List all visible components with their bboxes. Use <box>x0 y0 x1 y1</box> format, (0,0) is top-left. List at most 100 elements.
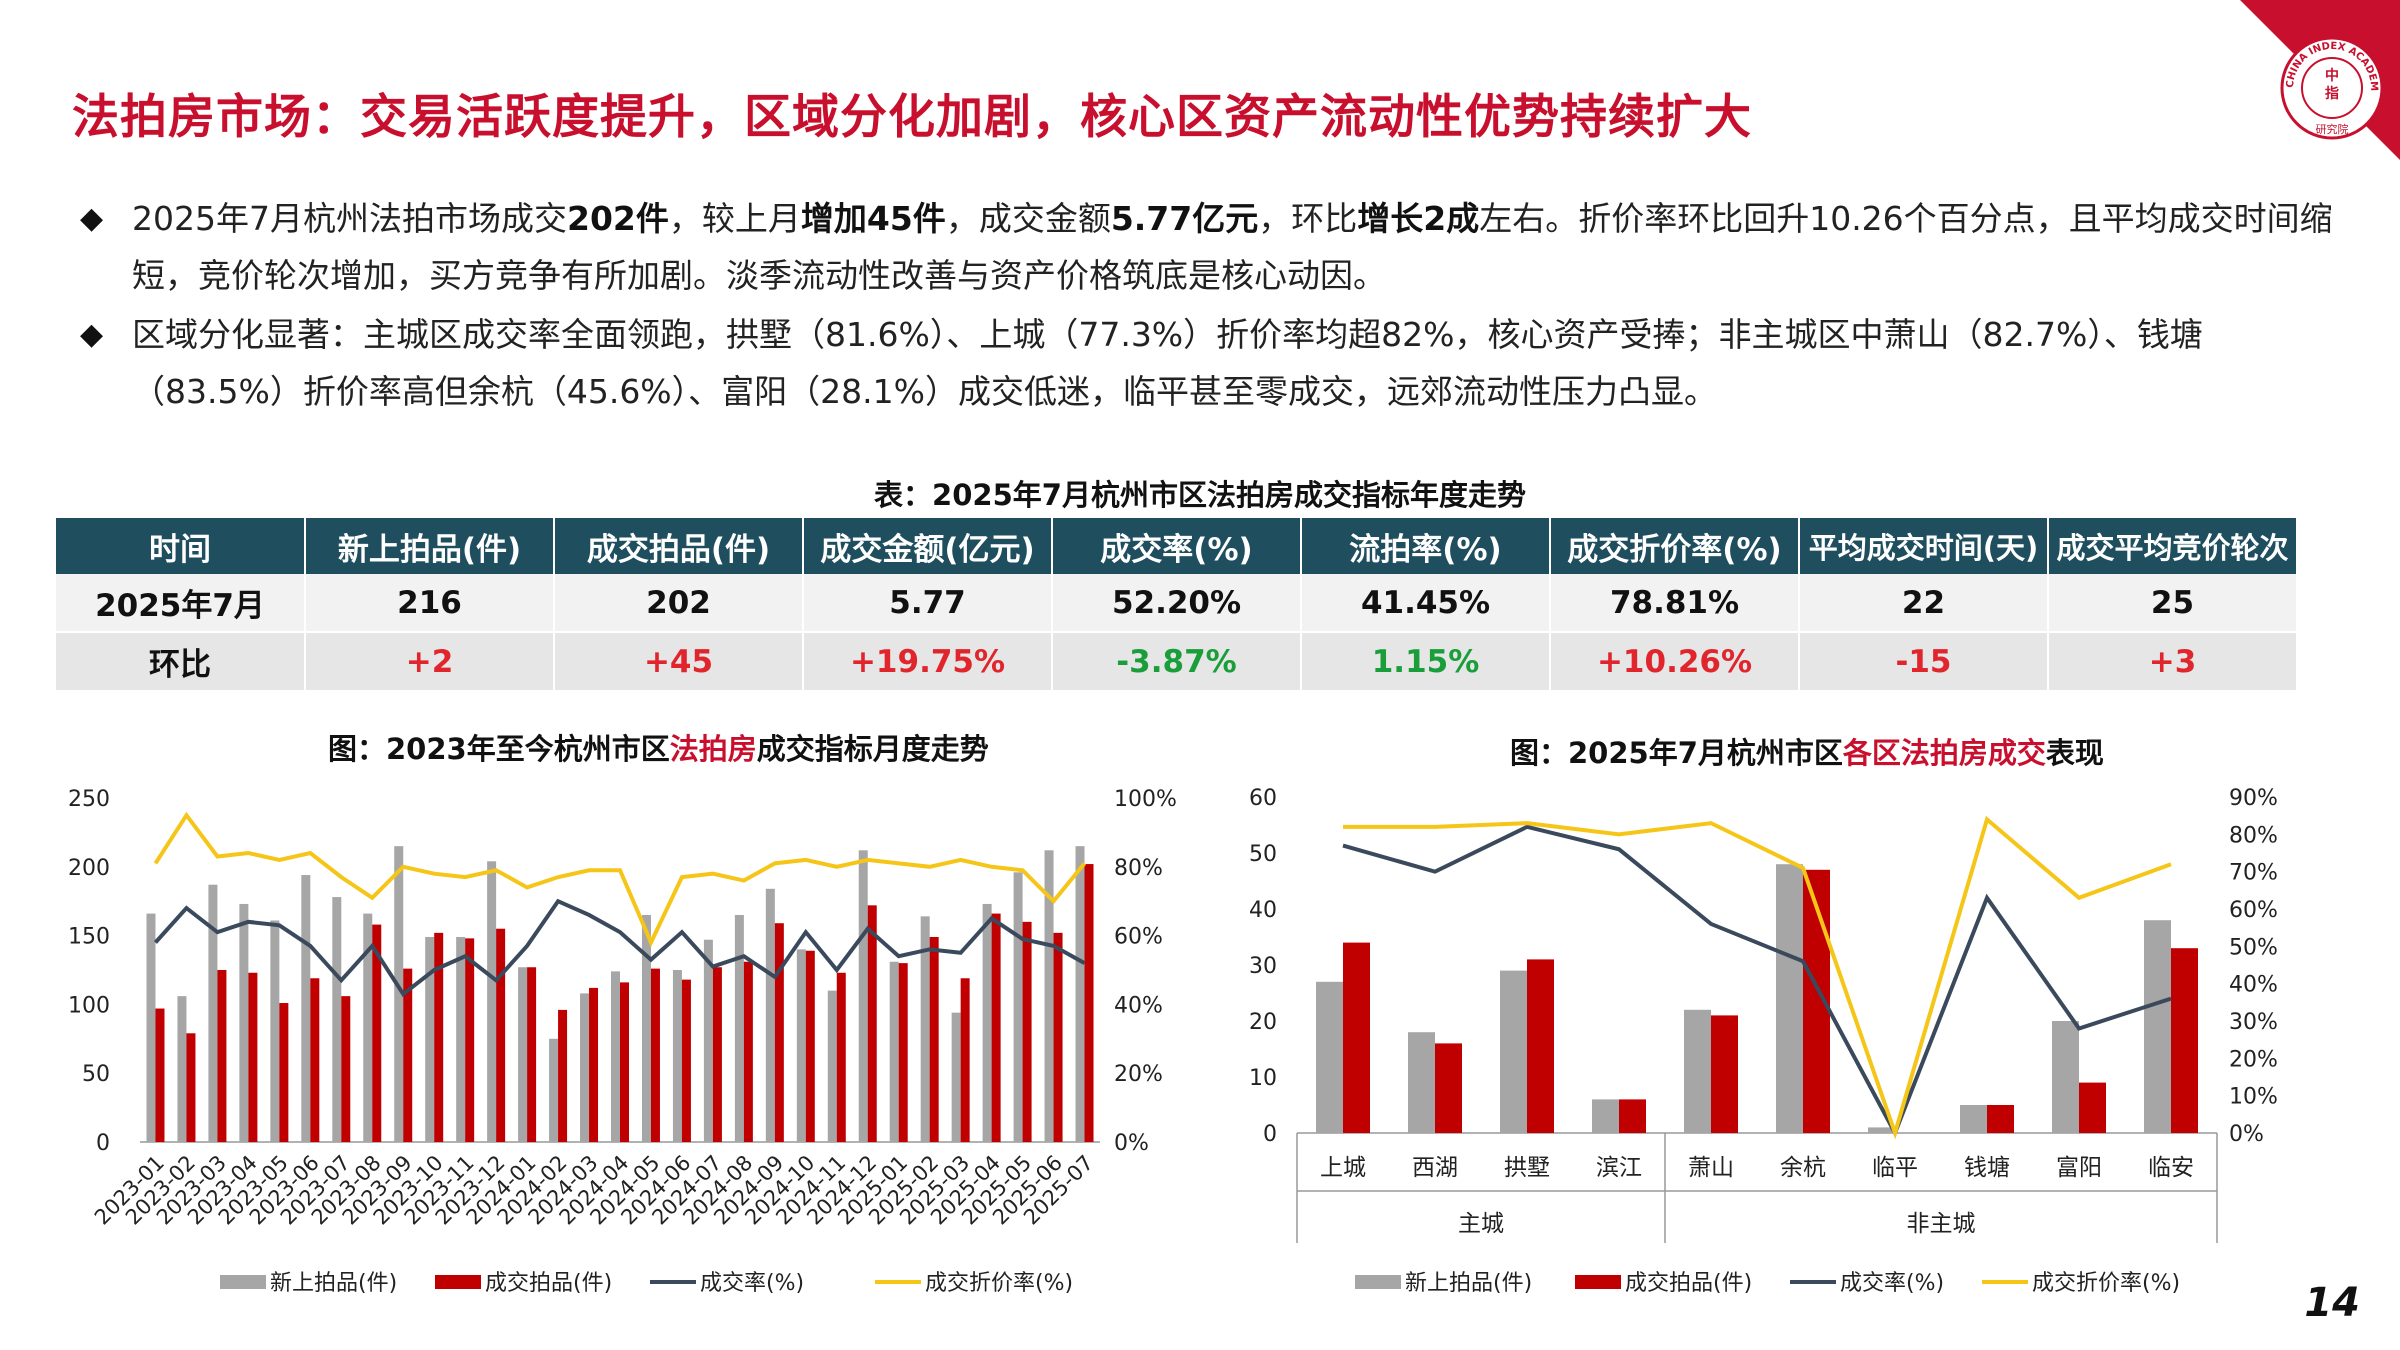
legend-label: 成交折价率(%) <box>925 1271 1073 1296</box>
deal-bar <box>465 938 475 1142</box>
deal-bar <box>681 979 691 1142</box>
monthly-trend-chart: 0501001502002500%20%40%60%80%100%2023-01… <box>68 787 1177 1296</box>
page-title: 法拍房市场：交易活跃度提升，区域分化加剧，核心区资产流动性优势持续扩大 <box>72 90 1752 145</box>
y-left-tick-label: 50 <box>1249 842 1277 867</box>
bullet-2: ◆ 区域分化显著：主城区成交率全面领跑，拱墅（81.6%）、上城（77.3%）折价… <box>80 306 2350 420</box>
new-listing-bar <box>1868 1127 1895 1133</box>
y-left-tick-label: 10 <box>1249 1066 1277 1091</box>
summary-bullets: ◆ 2025年7月杭州法拍市场成交202件，较上月增加45件，成交金额5.77亿元… <box>80 190 2350 420</box>
deal-bar <box>1619 1099 1646 1133</box>
deal-bar <box>1711 1015 1738 1133</box>
new-listing-bar <box>1500 970 1527 1133</box>
y-right-tick-label: 30% <box>2229 1010 2278 1035</box>
legend-label: 成交率(%) <box>1840 1271 1944 1296</box>
deal-bar <box>1527 959 1554 1133</box>
table-cell: +3 <box>2048 632 2298 692</box>
y-right-tick-label: 90% <box>2229 786 2278 811</box>
logo-inner-bottom: 研究院 <box>2316 122 2349 136</box>
deal-bar <box>155 1008 165 1142</box>
new-listing-bar <box>796 949 806 1142</box>
table-cell: 2025年7月 <box>56 574 306 633</box>
y-right-tick-label: 20% <box>2229 1047 2278 1072</box>
deal-bar <box>2079 1082 2106 1133</box>
brand-corner-logo: CHINA INDEX ACADEMY 中 指 研究院 <box>2210 0 2400 160</box>
deal-bar <box>2171 948 2198 1133</box>
deal-bar <box>372 924 382 1142</box>
discount-rate-line <box>153 811 1087 948</box>
y-right-tick-label: 50% <box>2229 935 2278 960</box>
new-listing-bar <box>2144 920 2171 1133</box>
table-header-cell: 成交率(%) <box>1052 518 1302 574</box>
table-cell: -15 <box>1799 632 2049 692</box>
new-listing-bar <box>889 961 899 1142</box>
table-header-cell: 成交折价率(%) <box>1550 518 1800 574</box>
y-left-tick-label: 250 <box>68 787 110 812</box>
y-left-tick-label: 0 <box>1263 1122 1277 1147</box>
new-listing-bar <box>487 861 497 1142</box>
table-header-cell: 新上拍品(件) <box>305 518 555 574</box>
group-label: 非主城 <box>1907 1211 1976 1237</box>
deal-bar <box>1053 932 1063 1142</box>
new-listing-bar <box>1408 1032 1435 1133</box>
new-listing-bar <box>363 913 373 1142</box>
legend-label: 成交率(%) <box>700 1271 804 1296</box>
bullet-segment: 增长2成 <box>1357 199 1480 238</box>
bullet-segment: ，较上月 <box>668 199 801 238</box>
deal-bar <box>1343 942 1370 1133</box>
table-cell: 25 <box>2048 574 2298 633</box>
table-cell: 216 <box>305 574 555 633</box>
table-header-cell: 时间 <box>56 518 306 574</box>
table-row: 环比 +2 +45 +19.75% -3.87% 1.15% +10.26% -15 +3 <box>56 632 2298 692</box>
y-right-tick-label: 20% <box>1114 1062 1163 1087</box>
table-header-row: 时间 新上拍品(件) 成交拍品(件) 成交金额(亿元) 成交率(%) 流拍率(%) 成交折价… <box>56 518 2298 574</box>
new-listing-bar <box>2052 1021 2079 1133</box>
deal-bar <box>1022 921 1032 1142</box>
discount-rate-line <box>1343 815 2172 1140</box>
new-listing-bar <box>982 903 992 1142</box>
deal-bar <box>620 982 629 1142</box>
bullet-segment: 增加45件 <box>800 199 946 238</box>
deal-bar <box>805 950 815 1142</box>
table-cell: 环比 <box>56 632 306 692</box>
chart1-caption: 图：2023年至今杭州市区法拍房成交指标月度走势 <box>328 732 989 766</box>
deal-bar <box>774 923 784 1142</box>
y-right-tick-label: 40% <box>2229 973 2278 998</box>
legend-new-listing-swatch <box>220 1275 266 1289</box>
district-label: 临平 <box>1872 1155 1918 1181</box>
y-right-tick-label: 60% <box>2229 898 2278 923</box>
y-left-tick-label: 60 <box>1249 786 1277 811</box>
indicator-table: 时间 新上拍品(件) 成交拍品(件) 成交金额(亿元) 成交率(%) 流拍率(%) 成交折价… <box>56 518 2298 692</box>
legend-label: 新上拍品(件) <box>1405 1271 1532 1296</box>
y-right-tick-label: 70% <box>2229 861 2278 886</box>
y-left-tick-label: 30 <box>1249 954 1277 979</box>
legend-new-listing-swatch <box>1355 1275 1401 1289</box>
new-listing-bar <box>177 996 187 1142</box>
y-right-tick-label: 0% <box>1114 1131 1149 1156</box>
table-cell: +2 <box>305 632 555 692</box>
diamond-bullet-icon: ◆ <box>80 201 104 236</box>
table-header-cell: 成交平均竞价轮次 <box>2048 518 2298 574</box>
district-label: 钱塘 <box>1964 1155 2010 1181</box>
district-chart: 0 10 20 30 40 50 60 0% 10% 20% 30% 40% 50% 60% 70% 80% 9… <box>1249 786 2278 1296</box>
deal-bar <box>1084 864 1094 1142</box>
deal-bar <box>898 963 908 1142</box>
district-label: 拱墅 <box>1504 1155 1550 1181</box>
deal-bar <box>991 913 1001 1142</box>
y-right-tick-label: 0% <box>2229 1122 2264 1147</box>
bullet-segment: 202件 <box>566 199 669 238</box>
bullet-1: ◆ 2025年7月杭州法拍市场成交202件，较上月增加45件，成交金额5.77亿元… <box>80 190 2350 304</box>
bullet-segment: 5.77亿元 <box>1110 199 1259 238</box>
deal-bar <box>743 961 753 1142</box>
new-listing-bar <box>1013 872 1023 1142</box>
bullet-segment: ，成交金额 <box>945 199 1111 238</box>
new-listing-bar <box>858 850 868 1142</box>
deal-bar <box>558 1009 568 1142</box>
y-right-tick-label: 80% <box>1114 856 1163 881</box>
legend-label: 新上拍品(件) <box>270 1271 397 1296</box>
new-listing-bar <box>332 897 342 1142</box>
deal-bar <box>712 967 722 1142</box>
new-listing-bar <box>270 920 280 1142</box>
deal-bar <box>341 996 351 1142</box>
new-listing-bar <box>301 875 311 1142</box>
deal-bar <box>1987 1105 2014 1133</box>
